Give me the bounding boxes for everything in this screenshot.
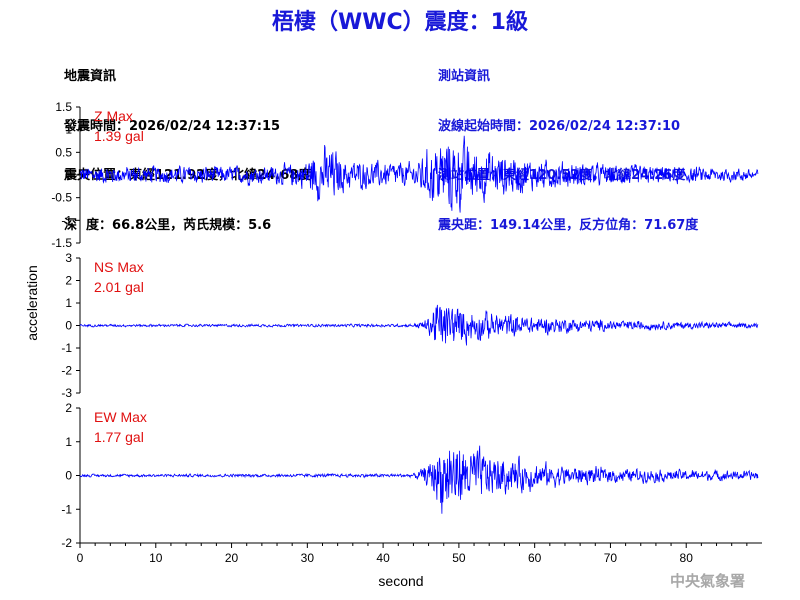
- y-tick-label: 0: [65, 469, 72, 483]
- depth-magnitude: 深 度：66.8公里，芮氏規模：5.6: [64, 217, 272, 233]
- max-value: 1.39 gal: [94, 128, 144, 144]
- y-tick-label: -1: [61, 502, 72, 516]
- page-title: 梧棲（WWC）震度：1級: [272, 10, 528, 35]
- y-tick-label: 1: [65, 296, 72, 310]
- x-tick-label: 60: [528, 551, 542, 565]
- y-tick-label: -2: [61, 536, 72, 550]
- quake-info-block: 地震資訊 發震時間：2026/02/24 12:37:15 震央位置：東經121…: [64, 36, 311, 251]
- max-value: 1.77 gal: [94, 429, 144, 445]
- x-tick-label: 30: [301, 551, 315, 565]
- y-tick-label: 2: [65, 274, 72, 288]
- max-label: NS Max: [94, 259, 144, 275]
- x-axis-label: second: [378, 573, 423, 589]
- y-tick-label: 0: [65, 319, 72, 333]
- x-tick-label: 10: [149, 551, 163, 565]
- y-tick-label: -1: [61, 341, 72, 355]
- y-tick-label: -1.5: [51, 236, 72, 250]
- origin-time: 發震時間：2026/02/24 12:37:15: [64, 118, 281, 134]
- x-tick-label: 50: [452, 551, 466, 565]
- y-tick-label: 1: [65, 123, 72, 137]
- agency-watermark: 中央氣象署: [670, 572, 745, 590]
- max-label: EW Max: [94, 409, 147, 425]
- distance-azimuth: 震央距：149.14公里，反方位角：71.67度: [438, 217, 699, 233]
- panel-z: 1.5 1 0.5 0 -0.5 -1 -1.5 Z Max 1.39 gal: [51, 100, 759, 250]
- x-tick-label: 20: [225, 551, 239, 565]
- station-info-heading: 測站資訊: [438, 69, 491, 84]
- x-tick-label: 40: [376, 551, 390, 565]
- y-tick-label: 0.5: [55, 145, 72, 159]
- max-label: Z Max: [94, 108, 133, 124]
- quake-info-heading: 地震資訊: [64, 69, 117, 84]
- max-value: 2.01 gal: [94, 279, 144, 295]
- y-tick-label: 0: [65, 168, 72, 182]
- waveform-trace: [79, 304, 759, 346]
- panel-ns: 3 2 1 0 -1 -2 -3 NS Max 2.01 gal: [61, 251, 759, 400]
- wave-start-time: 波線起始時間：2026/02/24 12:37:10: [438, 118, 681, 134]
- y-tick-label: 3: [65, 251, 72, 265]
- y-tick-label: -1: [61, 213, 72, 227]
- panel-ew: 2 1 0 -1 -2 EW Max 1.77 gal: [61, 401, 759, 550]
- waveform-trace: [79, 135, 759, 213]
- y-axis-label: acceleration: [24, 265, 40, 341]
- y-tick-label: -2: [61, 364, 72, 378]
- y-tick-label: -0.5: [51, 191, 72, 205]
- x-tick-label: 0: [77, 551, 84, 565]
- x-tick-label: 80: [680, 551, 694, 565]
- x-tick-label: 70: [604, 551, 618, 565]
- waveform-trace: [79, 445, 759, 514]
- y-tick-label: 1: [65, 435, 72, 449]
- station-info-block: 測站資訊 波線起始時間：2026/02/24 12:37:10 測站位置：東經1…: [438, 36, 698, 251]
- y-tick-label: 1.5: [55, 100, 72, 114]
- y-tick-label: -3: [61, 386, 72, 400]
- y-tick-label: 2: [65, 401, 72, 415]
